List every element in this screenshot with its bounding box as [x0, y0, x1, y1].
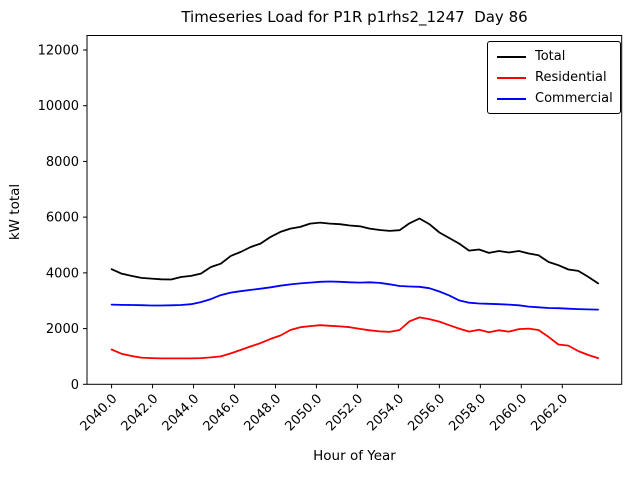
legend-label: Total	[535, 49, 566, 64]
legend-item-commercial: Commercial	[494, 88, 614, 109]
x-tick-label: 2060.0	[487, 392, 530, 435]
x-tick-label: 2050.0	[282, 392, 325, 435]
y-tick-label: 4000	[46, 266, 79, 281]
commercial-legend-line-icon	[497, 97, 526, 100]
x-tick-label: 2046.0	[201, 392, 244, 435]
legend-item-total: Total	[494, 46, 614, 67]
x-tick-label: 2048.0	[242, 392, 285, 435]
residential-line	[110, 316, 599, 360]
y-axis-label: kW total	[7, 183, 23, 241]
x-tick-label: 2062.0	[528, 392, 571, 435]
x-tick-label: 2056.0	[405, 392, 448, 435]
residential-legend-line-icon	[497, 76, 526, 79]
legend-label: Residential	[535, 70, 607, 85]
x-tick-label: 2044.0	[160, 392, 203, 435]
y-tick-label: 10000	[38, 99, 79, 114]
y-tick-label: 12000	[38, 43, 79, 58]
x-tick-label: 2052.0	[323, 392, 366, 435]
y-tick-label: 2000	[46, 322, 79, 337]
legend: Total Residential Commercial	[487, 41, 621, 114]
x-tick-label: 2058.0	[446, 392, 489, 435]
y-tick-label: 6000	[46, 211, 79, 226]
x-tick-label: 2042.0	[119, 392, 162, 435]
x-tick-label: 2040.0	[78, 392, 121, 435]
legend-item-residential: Residential	[494, 67, 614, 88]
y-tick-label: 8000	[46, 155, 79, 170]
total-legend-line-icon	[497, 55, 526, 58]
commercial-line	[110, 280, 599, 311]
legend-label: Commercial	[535, 91, 613, 106]
x-tick-label: 2054.0	[364, 392, 407, 435]
total-line	[110, 217, 599, 285]
y-tick-label: 0	[71, 378, 79, 393]
x-axis-label: Hour of Year	[313, 448, 396, 464]
plot-area-border	[86, 35, 623, 385]
chart-title: Timeseries Load for P1R p1rhs2_1247 Day …	[181, 8, 528, 26]
